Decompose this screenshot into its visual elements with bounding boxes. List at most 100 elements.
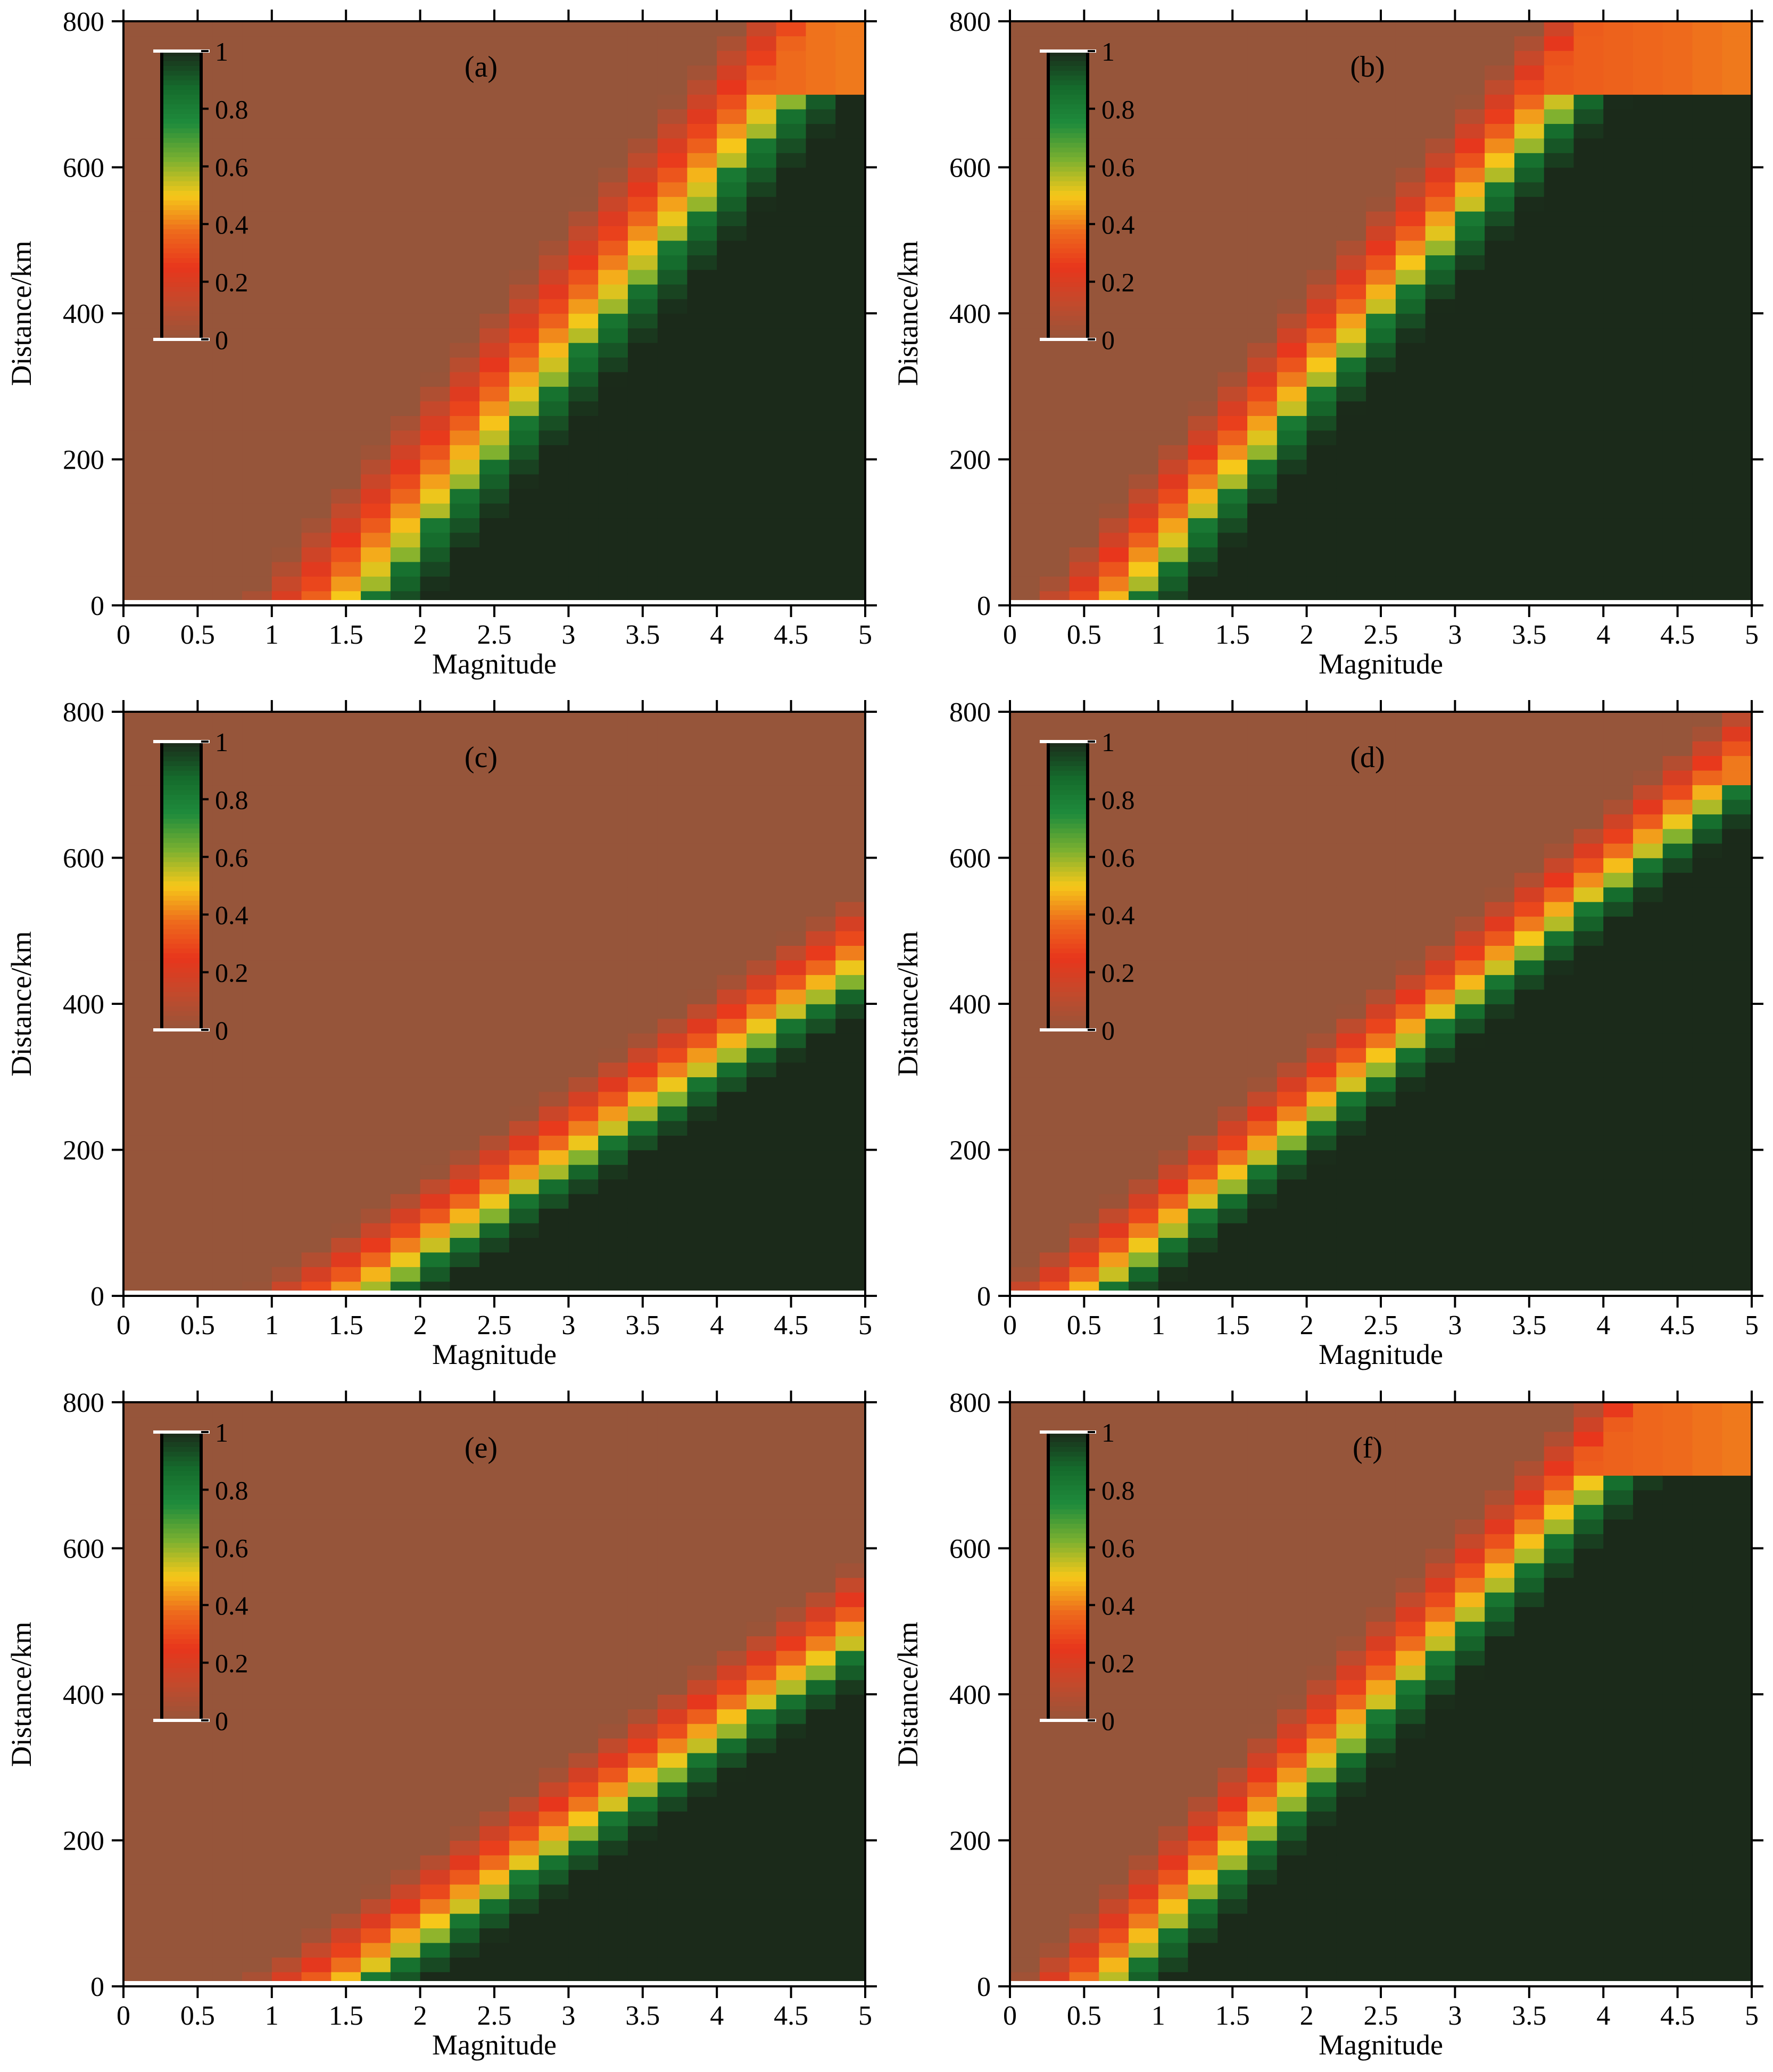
heatmap-cell [806,50,836,66]
heatmap-cell [450,1033,480,1049]
heatmap-cell [212,1592,243,1608]
heatmap-cell [806,576,836,592]
heatmap-cell [1247,1193,1278,1209]
heatmap-cell [806,36,836,51]
heatmap-cell [242,1062,272,1078]
heatmap-cell [835,386,866,402]
colorbar-segment [1048,938,1088,944]
colorbar-tick-label: 0 [1101,1016,1115,1045]
heatmap-cell [1336,459,1366,475]
heatmap-cell [1217,473,1248,489]
heatmap-cell [420,1208,451,1224]
heatmap-cell [1395,1047,1426,1063]
heatmap-cell [1514,269,1545,285]
heatmap-cell [1692,1267,1723,1282]
heatmap-cell [687,989,717,1004]
heatmap-cell [1366,298,1396,314]
heatmap-cell [1455,1193,1485,1209]
heatmap-cell [1425,167,1456,182]
heatmap-cell [568,255,599,270]
heatmap-cell [242,1738,272,1753]
heatmap-cell [509,459,540,475]
heatmap-cell [627,386,658,402]
heatmap-cell [390,386,421,402]
heatmap-cell [1217,989,1248,1004]
heatmap-cell [1010,240,1040,255]
heatmap-cell [1395,1077,1426,1092]
heatmap-cell [331,1767,361,1783]
heatmap-cell [1425,712,1456,727]
heatmap-cell [1514,1222,1545,1238]
heatmap-cell [1069,1237,1100,1253]
heatmap-cell [390,196,421,212]
heatmap-cell [1277,989,1307,1004]
colorbar-segment [1048,176,1088,181]
heatmap-cell [1662,445,1693,460]
heatmap-cell [123,1869,154,1885]
heatmap-cell [1395,740,1426,756]
heatmap-cell [1158,269,1189,285]
heatmap-cell [1069,1179,1100,1194]
heatmap-cell [1217,712,1248,727]
heatmap-cell [509,226,540,241]
heatmap-cell [361,1237,391,1253]
heatmap-cell [1455,712,1485,727]
heatmap-cell [1455,21,1485,37]
heatmap-cell [1217,755,1248,771]
heatmap-cell [1455,814,1485,829]
heatmap-cell [598,342,628,358]
heatmap-cell [1247,576,1278,592]
heatmap-cell [242,371,272,387]
heatmap-cell [1217,65,1248,80]
heatmap-cell [1692,109,1723,124]
heatmap-cell [361,65,391,80]
heatmap-cell [242,989,272,1004]
heatmap-cell [776,298,807,314]
heatmap-cell [420,1222,451,1238]
heatmap-cell [1514,488,1545,504]
heatmap-cell [776,1120,807,1136]
heatmap-cell [1158,415,1189,431]
heatmap-cell [1603,916,1634,931]
heatmap-cell [1544,945,1575,961]
heatmap-cell [1306,240,1337,255]
heatmap-cell [271,1957,302,1973]
heatmap-cell [1722,284,1752,299]
heatmap-cell [123,459,154,475]
heatmap-cell [806,1033,836,1049]
heatmap-cell [1692,430,1723,445]
heatmap-cell [717,1091,747,1106]
heatmap-cell [1158,181,1189,197]
heatmap-cell [1485,79,1515,95]
heatmap-cell [1039,1091,1070,1106]
x-tick-label: 2.5 [1364,1310,1398,1341]
heatmap-cell [1425,989,1456,1004]
heatmap-cell [450,1694,480,1710]
heatmap-cell [271,1942,302,1958]
heatmap-cell [776,916,807,931]
heatmap-cell [598,415,628,431]
heatmap-cell [627,196,658,212]
heatmap-cell [1010,342,1040,358]
colorbar-segment [162,210,201,215]
heatmap-cell [1603,255,1634,270]
heatmap-cell [717,109,747,124]
heatmap-cell [835,445,866,460]
heatmap-cell [1217,1179,1248,1194]
heatmap-cell [1573,858,1604,873]
heatmap-cell [1366,1033,1396,1049]
heatmap-cell [717,858,747,873]
heatmap-cell [153,430,184,445]
heatmap-cell [361,532,391,547]
heatmap-cell [835,726,866,742]
heatmap-cell [153,1222,184,1238]
heatmap-cell [123,945,154,961]
heatmap-cell [1158,1106,1189,1121]
heatmap-cell [361,576,391,592]
heatmap-cell [1010,960,1040,975]
heatmap-cell [331,828,361,844]
heatmap-cell [776,901,807,917]
heatmap-cell [717,473,747,489]
heatmap-cell [390,1193,421,1209]
heatmap-cell [538,770,569,786]
